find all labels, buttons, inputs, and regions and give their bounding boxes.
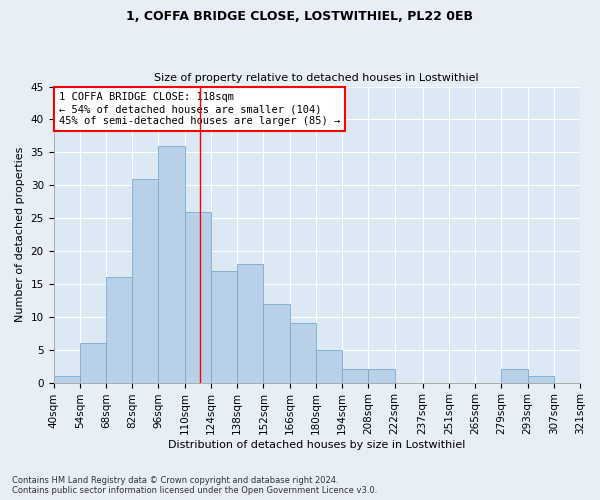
X-axis label: Distribution of detached houses by size in Lostwithiel: Distribution of detached houses by size …	[168, 440, 466, 450]
Bar	[132, 178, 158, 382]
Bar	[53, 376, 80, 382]
Title: Size of property relative to detached houses in Lostwithiel: Size of property relative to detached ho…	[154, 73, 479, 83]
Bar	[263, 304, 290, 382]
Text: Contains HM Land Registry data © Crown copyright and database right 2024.
Contai: Contains HM Land Registry data © Crown c…	[12, 476, 377, 495]
Bar	[237, 264, 263, 382]
Bar	[342, 370, 368, 382]
Bar	[80, 343, 106, 382]
Text: 1, COFFA BRIDGE CLOSE, LOSTWITHIEL, PL22 0EB: 1, COFFA BRIDGE CLOSE, LOSTWITHIEL, PL22…	[127, 10, 473, 23]
Bar	[185, 212, 211, 382]
Bar	[368, 370, 395, 382]
Bar	[502, 370, 527, 382]
Bar	[106, 278, 132, 382]
Bar	[316, 350, 342, 382]
Bar	[158, 146, 185, 382]
Text: 1 COFFA BRIDGE CLOSE: 118sqm
← 54% of detached houses are smaller (104)
45% of s: 1 COFFA BRIDGE CLOSE: 118sqm ← 54% of de…	[59, 92, 340, 126]
Bar	[527, 376, 554, 382]
Bar	[290, 324, 316, 382]
Bar	[211, 271, 237, 382]
Y-axis label: Number of detached properties: Number of detached properties	[15, 147, 25, 322]
